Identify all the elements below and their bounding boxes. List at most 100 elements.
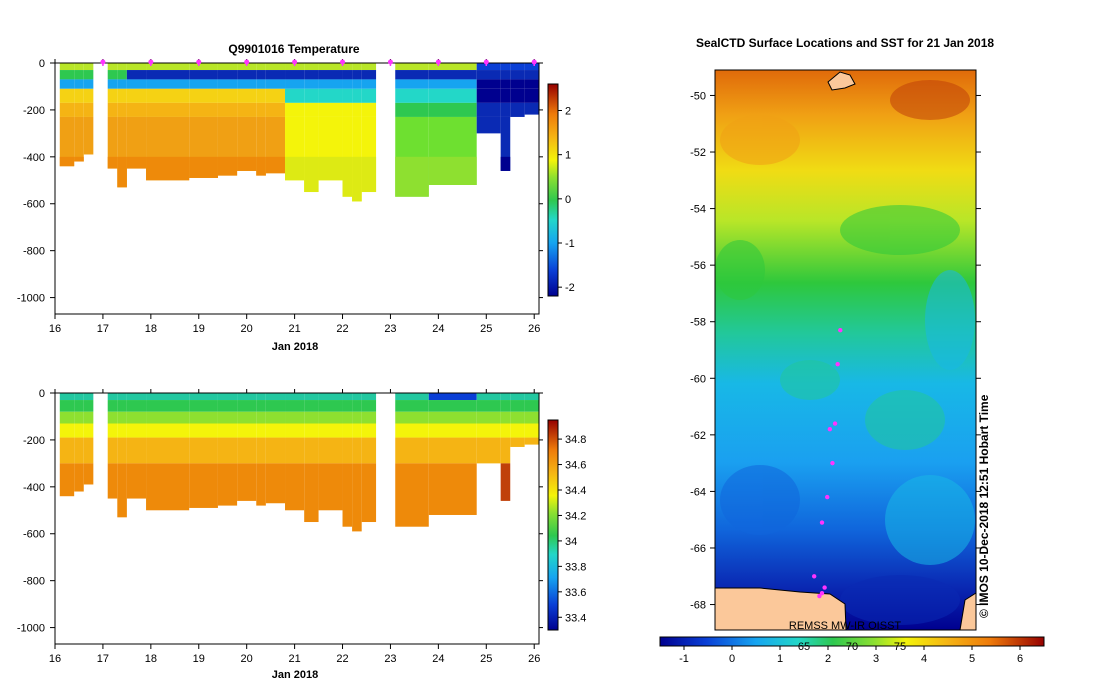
profile-cell [74,63,84,71]
x-tick-label: 20 [241,323,253,335]
profile-cell [256,102,266,117]
profile-column [74,393,84,492]
profile-cell [189,63,218,71]
colorbar-tick-label: 34 [565,536,577,548]
y-tick-label: -800 [23,246,45,258]
sst-colorbar-tick-label: 4 [921,653,927,665]
profile-cell [217,70,238,80]
x-tick-label: 25 [480,653,492,665]
profile-cell [117,437,127,464]
profile-cell [83,88,94,103]
profile-cell [304,79,319,89]
profile-cell [59,102,75,117]
latitude-axis: -50 -52 -54 -56 -58 -60 -62 -64 -66 -68 [690,90,981,612]
seal-position [825,494,830,500]
profile-cell [237,156,257,171]
y-tick-label: -400 [23,152,45,164]
seal-position [817,593,822,599]
profile-cell [107,463,118,499]
temperature-x-axis: 16 17 18 19 20 21 22 23 24 25 26 [49,59,540,335]
sst-colorbar [659,636,1045,647]
profile-cell [524,102,539,115]
profile-cell [126,393,147,401]
profile-cell [265,463,286,504]
profile-cell [59,411,75,424]
profile-cell [304,156,319,193]
profile-cell [304,400,319,412]
x-tick-label: 18 [145,323,157,335]
profile-column [352,63,362,202]
y-tick-label: -800 [23,576,45,588]
profile-cell [361,63,377,71]
profile-cell [352,423,362,438]
profile-cell [428,70,477,80]
profile-cell [342,63,353,71]
profile-column [304,393,319,523]
profile-cell [342,437,353,464]
profile-cell [83,79,94,89]
profile-cell [352,70,362,80]
profile-cell [237,411,257,424]
profile-cell [189,393,218,401]
profile-cell [318,63,343,71]
lat-tick-label: -64 [690,486,706,498]
profile-cell [361,411,377,424]
profile-cell [500,70,511,80]
profile-cell [83,393,94,401]
profile-cell [126,63,147,71]
profile-cell [107,116,118,169]
profile-cell [265,102,286,117]
profile-cell [146,411,190,424]
lat-tick-label: -52 [690,147,706,159]
profile-cell [217,63,238,71]
y-tick-label: -200 [23,105,45,117]
sst-colorbar-tick-label: 2 [825,653,831,665]
profile-column [395,63,429,197]
profile-cell [117,63,127,71]
profile-cell [146,156,190,181]
profile-cell [361,79,377,89]
x-tick-label: 26 [528,653,540,665]
profile-cell [146,463,190,511]
seal-position [832,421,838,426]
sst-map-frame [714,69,977,631]
profile-column [217,63,238,176]
profile-cell [117,156,127,188]
x-tick-label: 21 [288,653,300,665]
sst-colorbar-fahrenheit-label: 75 [894,641,906,653]
profile-column [476,393,501,464]
profile-cell [126,463,147,499]
profile-cell [74,156,84,162]
profile-cell [304,88,319,103]
profile-cell [395,423,429,438]
profile-column [189,393,218,508]
profile-cell [265,88,286,103]
profile-column [117,63,127,188]
profile-cell [361,70,377,80]
profile-cell [524,88,539,103]
profile-cell [318,102,343,117]
profile-cell [428,63,477,71]
profile-cell [189,463,218,508]
sst-colorbar-tick-label: 3 [873,653,879,665]
profile-cell [189,70,218,80]
x-tick-label: 26 [528,323,540,335]
profile-cell [342,463,353,527]
profile-cell [524,79,539,89]
profile-cell [476,411,501,424]
salinity-colorbar-ticks: 33.4 33.6 33.8 34 34.2 34.4 34.6 34.8 [558,434,586,624]
profile-cell [256,411,266,424]
profile-cell [237,463,257,501]
profile-column [285,63,305,181]
profile-cell [285,156,305,181]
profile-column [510,63,525,117]
profile-marker-dot [531,59,537,65]
x-tick-label: 18 [145,653,157,665]
profile-cell [74,88,84,103]
profile-column [83,393,94,485]
profile-marker-dot [435,59,441,65]
profile-cell [256,79,266,89]
colorbar-tick-label: 34.2 [565,510,586,522]
profile-column [361,63,377,193]
temperature-panel: Q9901016 Temperature 16 17 18 19 20 21 22 23 24 2… [17,42,575,353]
